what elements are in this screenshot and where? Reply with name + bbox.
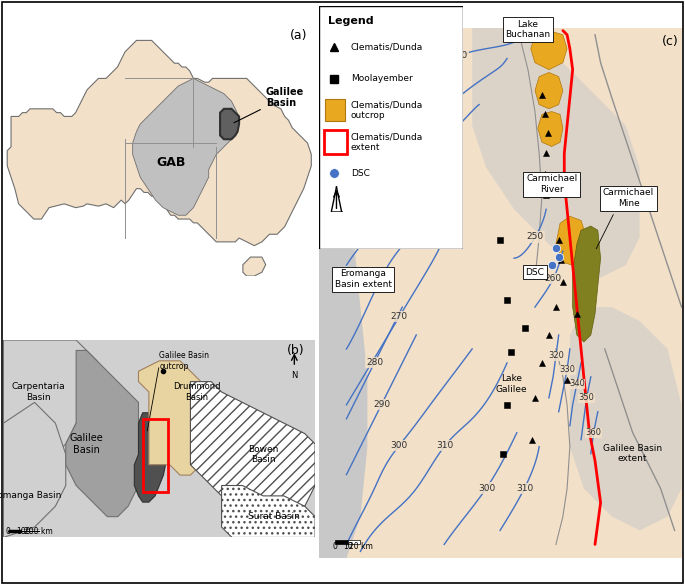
Text: Galilee
Basin: Galilee Basin: [234, 87, 304, 123]
Text: Moolayember: Moolayember: [351, 74, 412, 83]
Text: 100: 100: [16, 527, 30, 536]
Text: Bowen
Basin: Bowen Basin: [248, 445, 278, 464]
Polygon shape: [3, 402, 66, 538]
Polygon shape: [531, 30, 567, 70]
Text: N: N: [291, 371, 297, 380]
Polygon shape: [134, 413, 166, 502]
Polygon shape: [3, 340, 97, 506]
Bar: [142, 419, 168, 492]
Text: 290: 290: [408, 162, 425, 171]
Polygon shape: [220, 109, 239, 139]
Polygon shape: [535, 73, 563, 109]
Text: 300: 300: [390, 441, 408, 450]
Text: 10: 10: [343, 542, 353, 550]
Polygon shape: [570, 307, 682, 531]
Text: GAB: GAB: [156, 156, 186, 168]
Text: Clematis/Dunda: Clematis/Dunda: [351, 43, 423, 51]
Text: Eromanga Basin: Eromanga Basin: [0, 491, 61, 500]
Text: 340: 340: [569, 379, 585, 388]
Text: DSC: DSC: [351, 169, 370, 178]
Text: 310: 310: [516, 484, 533, 493]
Text: Surat Basin: Surat Basin: [247, 512, 299, 521]
Text: Clematis/Dunda
extent: Clematis/Dunda extent: [351, 132, 423, 152]
Bar: [323, 130, 347, 154]
Text: 300: 300: [478, 484, 495, 493]
Text: 360: 360: [586, 428, 601, 437]
Text: 300: 300: [436, 106, 453, 115]
Polygon shape: [138, 361, 222, 475]
Text: 350: 350: [579, 393, 595, 402]
Text: Galilee Basin
extent: Galilee Basin extent: [603, 444, 662, 463]
Text: Carmichael
Mine: Carmichael Mine: [603, 188, 654, 208]
Polygon shape: [472, 27, 640, 279]
Polygon shape: [8, 40, 311, 246]
Text: DSC: DSC: [525, 268, 545, 277]
Text: 290: 290: [373, 400, 390, 408]
Text: 280: 280: [401, 232, 419, 241]
Polygon shape: [319, 27, 367, 559]
Text: 280: 280: [366, 358, 383, 367]
Text: Carpentaria
Basin: Carpentaria Basin: [12, 383, 66, 402]
Text: 250: 250: [527, 232, 544, 242]
Bar: [325, 99, 345, 121]
Bar: [335, 539, 348, 543]
Polygon shape: [222, 486, 315, 538]
Text: Carmichael
River: Carmichael River: [526, 174, 577, 194]
Text: Legend: Legend: [328, 16, 373, 26]
Polygon shape: [556, 216, 586, 265]
Text: 20 km: 20 km: [349, 542, 373, 550]
Polygon shape: [243, 257, 266, 276]
Text: 330: 330: [559, 366, 575, 374]
Text: Lake
Galilee: Lake Galilee: [495, 374, 527, 394]
Text: Drummond
Basin: Drummond Basin: [173, 383, 221, 402]
Text: 260: 260: [545, 274, 562, 283]
Text: (a): (a): [290, 29, 308, 42]
Text: 310: 310: [436, 441, 453, 450]
Text: 320: 320: [548, 352, 564, 360]
Text: 0: 0: [5, 527, 10, 536]
Text: (c): (c): [662, 35, 679, 48]
Text: 200 km: 200 km: [25, 527, 53, 536]
Polygon shape: [66, 350, 138, 517]
Text: 0: 0: [333, 542, 338, 550]
Text: 270: 270: [390, 312, 408, 321]
Text: 310: 310: [451, 51, 468, 60]
Text: N: N: [340, 78, 347, 87]
Polygon shape: [538, 112, 563, 146]
Text: Galilee
Basin: Galilee Basin: [70, 433, 103, 455]
Bar: [348, 539, 360, 543]
Text: Eromanga
Basin extent: Eromanga Basin extent: [335, 270, 392, 289]
Polygon shape: [133, 78, 239, 215]
Polygon shape: [573, 226, 601, 342]
Polygon shape: [190, 381, 315, 517]
Text: (b): (b): [287, 344, 305, 357]
Text: Clematis/Dunda
outcrop: Clematis/Dunda outcrop: [351, 101, 423, 120]
Text: Galilee Basin
outcrop: Galilee Basin outcrop: [160, 351, 209, 370]
Text: Lake
Buchanan: Lake Buchanan: [506, 19, 551, 39]
